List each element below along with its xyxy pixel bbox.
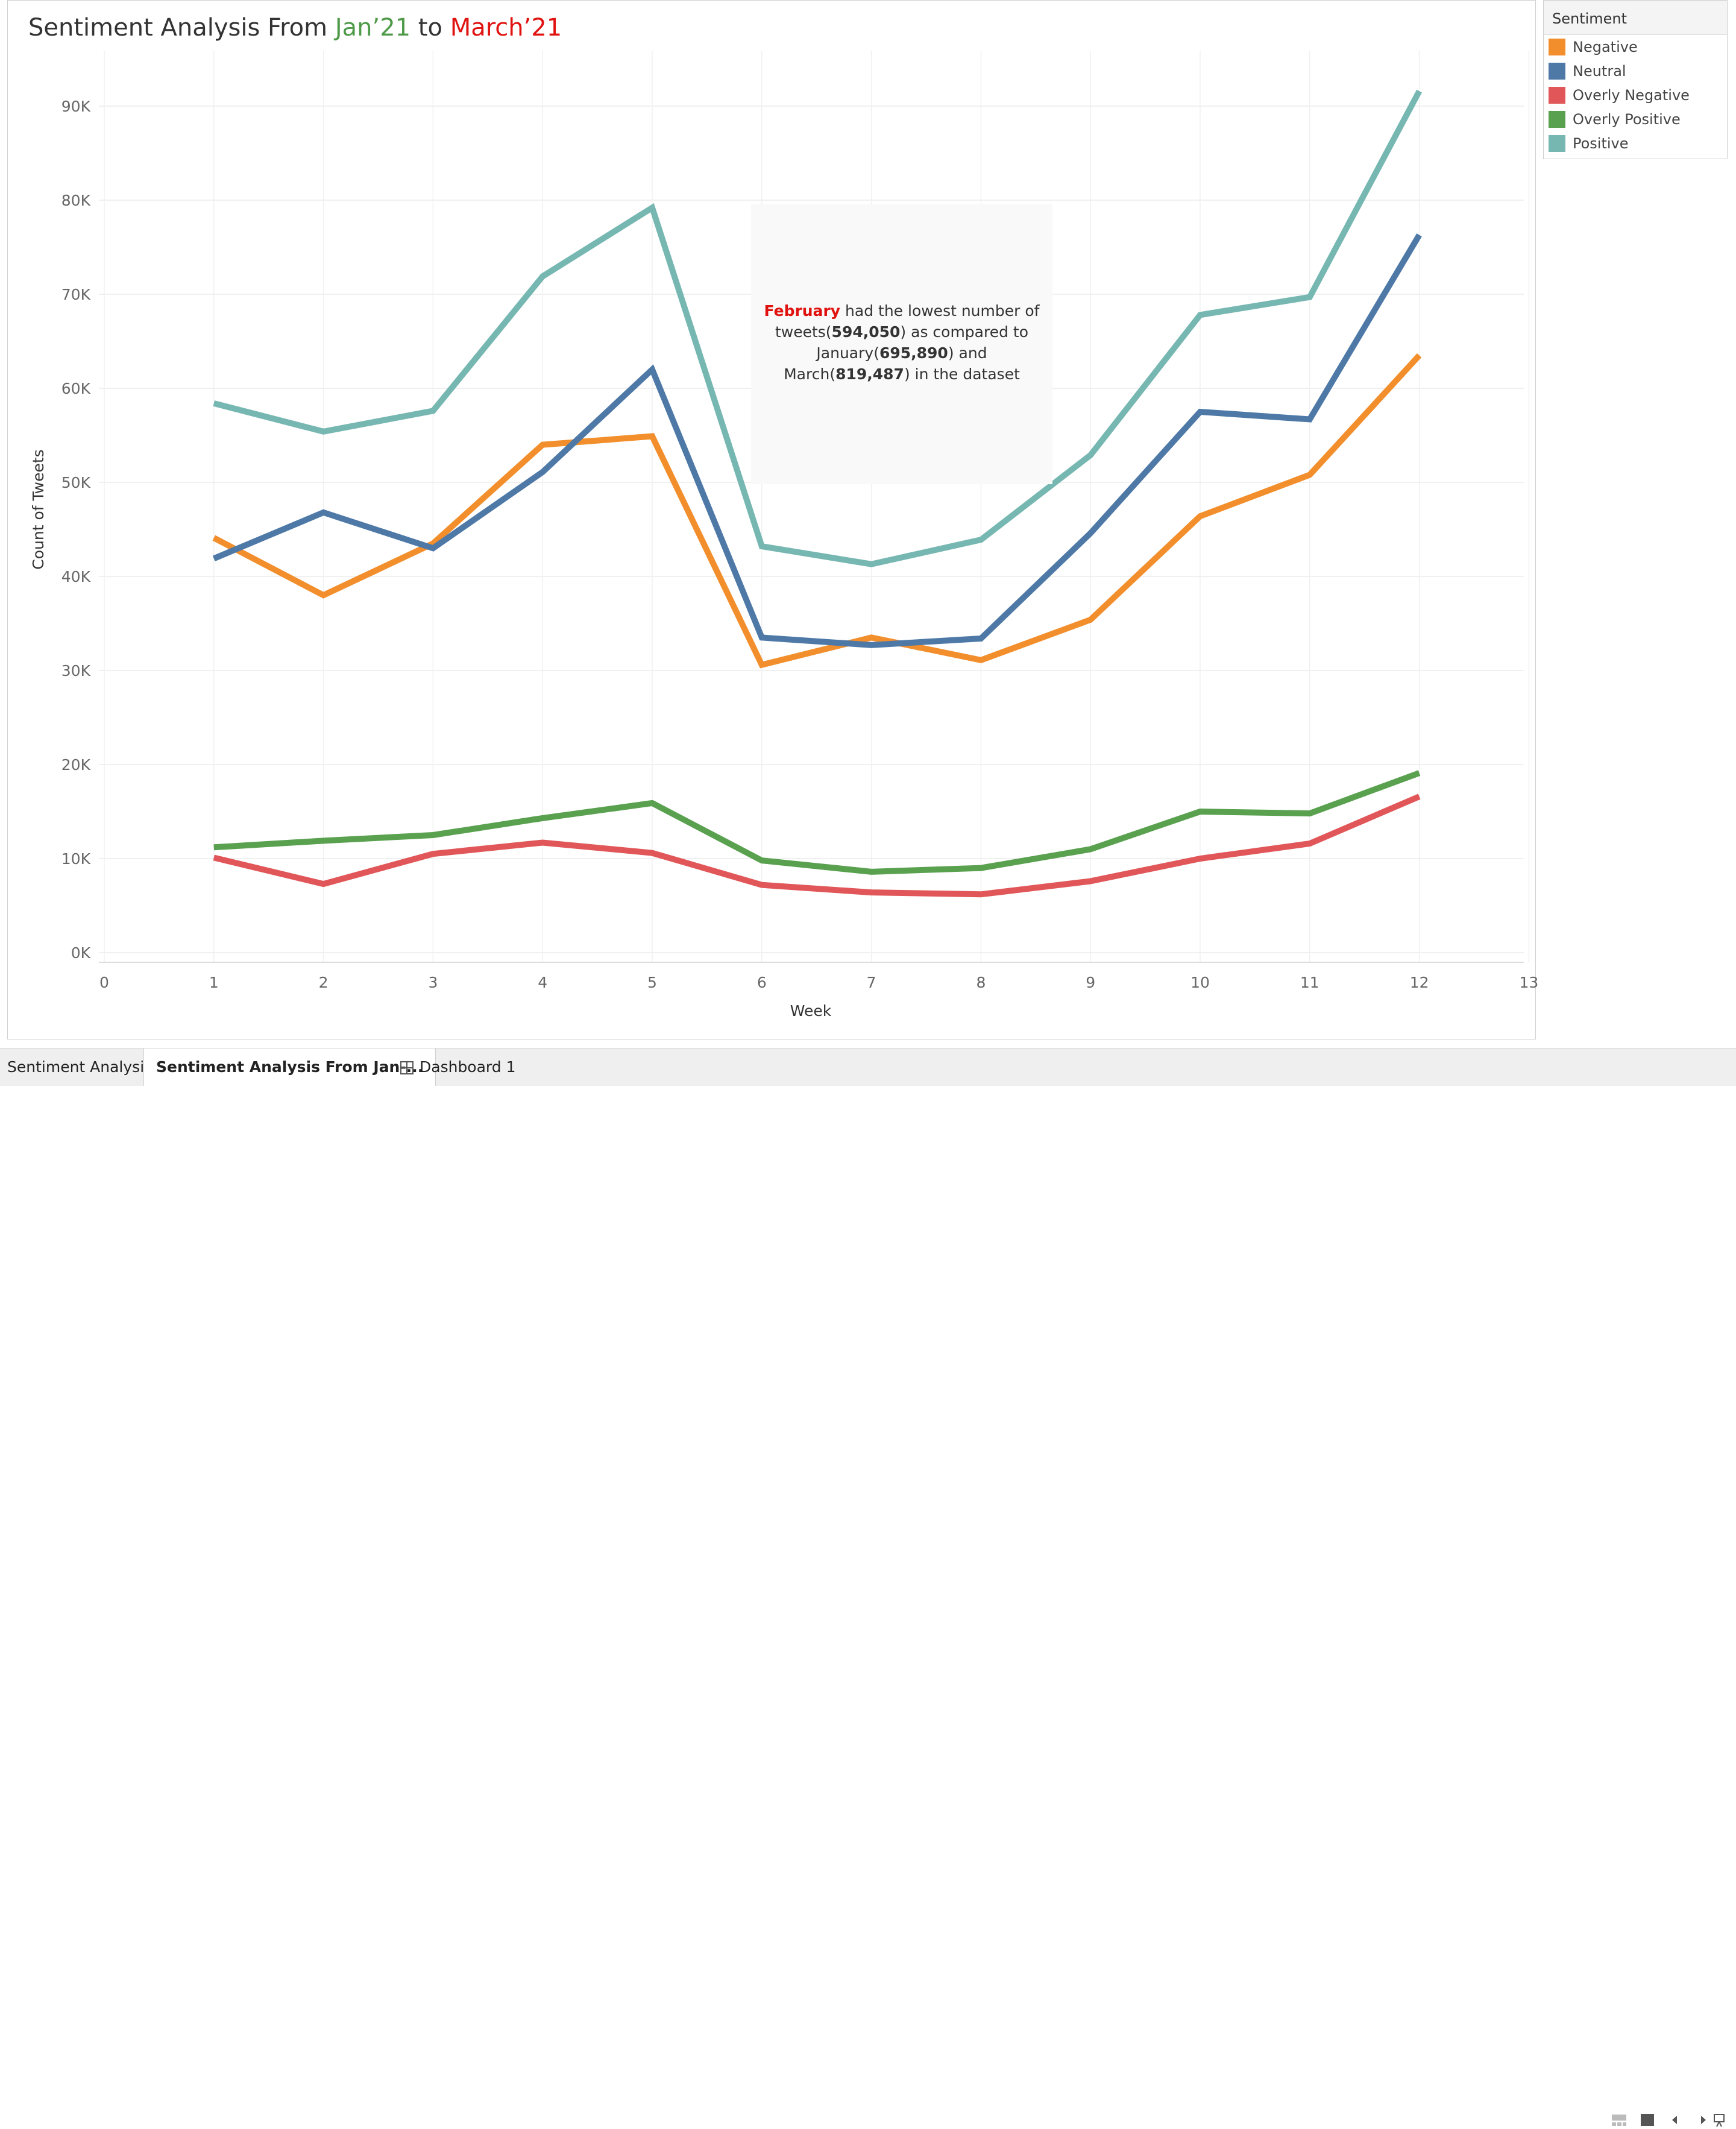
- sheet-navigation-controls: [1611, 2111, 1725, 2129]
- x-tick-label: 2: [319, 974, 329, 991]
- y-tick-label: 40K: [61, 568, 91, 585]
- series-line-overly-positive[interactable]: [214, 773, 1420, 872]
- y-tick-label: 80K: [61, 192, 91, 209]
- x-tick-label: 1: [209, 974, 219, 991]
- legend-label: Overly Positive: [1573, 111, 1681, 128]
- legend-title: Sentiment: [1544, 1, 1727, 35]
- annotation-mar-count: 819,487: [835, 365, 904, 383]
- presentation-mode-icon[interactable]: [1714, 2115, 1724, 2127]
- x-tick-label: 7: [867, 974, 876, 991]
- x-tick-label: 5: [647, 974, 657, 991]
- x-tick-label: 13: [1519, 974, 1538, 991]
- x-tick-label: 0: [99, 974, 109, 991]
- y-tick-label: 90K: [61, 98, 91, 115]
- legend-item-neutral[interactable]: Neutral: [1544, 59, 1727, 83]
- x-tick-label: 6: [757, 974, 767, 991]
- legend-items: Negative Neutral Overly Negative Overly Pos…: [1544, 35, 1727, 156]
- y-tick-label: 0K: [71, 944, 91, 962]
- legend-item-positive[interactable]: Positive: [1544, 131, 1727, 156]
- x-tick-label: 11: [1300, 974, 1319, 991]
- tab-label: Sentiment Analysis: [7, 1058, 152, 1076]
- x-tick-label: 4: [538, 974, 547, 991]
- y-axis: 0K 10K 20K 30K 40K 50K 60K 70K 80K 90K: [61, 98, 91, 962]
- x-axis-title: Week: [790, 1002, 832, 1020]
- legend-label: Overly Negative: [1573, 87, 1690, 104]
- annotation-box: February had the lowest number of tweets…: [751, 204, 1052, 484]
- annotation-month: February: [764, 302, 841, 320]
- previous-sheet-icon[interactable]: [1672, 2116, 1677, 2124]
- tab-sentiment-analysis-jan[interactable]: Sentiment Analysis From Jan-...: [143, 1049, 436, 1086]
- x-tick-label: 12: [1410, 974, 1429, 991]
- tab-sentiment-analysis[interactable]: Sentiment Analysis: [7, 1049, 152, 1086]
- annotation-text: February had the lowest number of tweets…: [751, 300, 1052, 385]
- annotation-jan-count: 695,890: [879, 344, 948, 362]
- legend-label: Neutral: [1573, 63, 1626, 80]
- x-tick-label: 8: [976, 974, 986, 991]
- sheet-tab-bar: Sentiment Analysis Sentiment Analysis Fr…: [0, 1048, 1736, 1086]
- y-tick-label: 30K: [61, 662, 91, 680]
- legend-swatch: [1549, 87, 1565, 104]
- x-tick-label: 9: [1086, 974, 1095, 991]
- y-tick-label: 70K: [61, 286, 91, 303]
- legend-swatch: [1549, 111, 1565, 128]
- legend-item-overly-negative[interactable]: Overly Negative: [1544, 83, 1727, 107]
- annotation-part: ) in the dataset: [904, 365, 1020, 383]
- legend-item-negative[interactable]: Negative: [1544, 35, 1727, 59]
- y-tick-label: 10K: [61, 850, 91, 868]
- x-tick-label: 3: [428, 974, 438, 991]
- legend-item-overly-positive[interactable]: Overly Positive: [1544, 107, 1727, 131]
- tab-label: Dashboard 1: [420, 1058, 516, 1076]
- chart-grid: [99, 51, 1529, 962]
- filmstrip-view-icon[interactable]: [1612, 2115, 1626, 2126]
- legend-swatch: [1549, 135, 1565, 152]
- annotation-feb-count: 594,050: [832, 323, 901, 341]
- next-sheet-icon[interactable]: [1701, 2116, 1706, 2124]
- tab-label: Sentiment Analysis From Jan-...: [156, 1058, 423, 1076]
- y-tick-label: 20K: [61, 756, 91, 774]
- x-axis: 0 1 2 3 4 5 6 7 8 9 10 11 12 13: [99, 962, 1538, 991]
- y-tick-label: 50K: [61, 474, 91, 491]
- dashboard-icon: [400, 1061, 414, 1074]
- legend-label: Positive: [1573, 135, 1629, 152]
- sheet-grid-view-icon[interactable]: [1641, 2114, 1654, 2126]
- x-tick-label: 10: [1190, 974, 1210, 991]
- tab-dashboard-1[interactable]: Dashboard 1: [400, 1049, 516, 1086]
- legend[interactable]: Sentiment Negative Neutral Overly Negative…: [1543, 0, 1728, 159]
- y-axis-title: Count of Tweets: [30, 449, 47, 569]
- y-tick-label: 60K: [61, 380, 91, 397]
- legend-label: Negative: [1573, 39, 1638, 55]
- legend-swatch: [1549, 39, 1565, 55]
- legend-swatch: [1549, 63, 1565, 80]
